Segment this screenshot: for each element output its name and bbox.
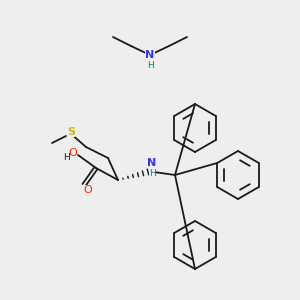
Text: O: O bbox=[69, 148, 77, 158]
Text: N: N bbox=[147, 158, 157, 168]
Text: H: H bbox=[148, 169, 155, 178]
Text: S: S bbox=[67, 127, 75, 137]
Text: N: N bbox=[146, 50, 154, 60]
Text: O: O bbox=[84, 185, 92, 195]
Text: H: H bbox=[63, 154, 69, 163]
Text: H: H bbox=[147, 61, 153, 70]
